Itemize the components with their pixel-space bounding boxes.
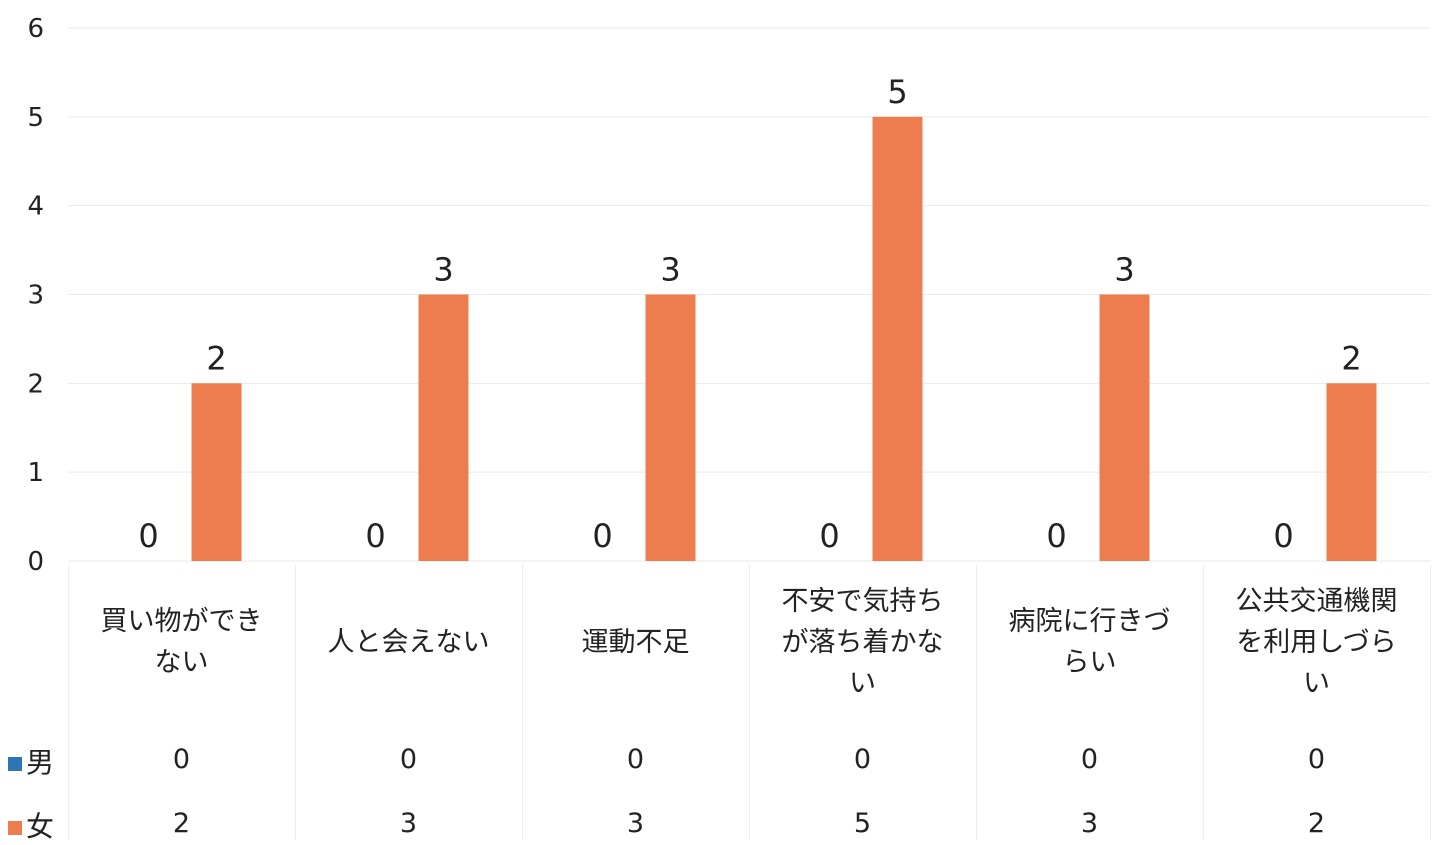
bar-female bbox=[418, 294, 469, 561]
y-tick-label: 5 bbox=[27, 103, 44, 133]
category-label-line: らい bbox=[1062, 647, 1117, 678]
data-label: 3 bbox=[1114, 251, 1134, 289]
data-label: 0 bbox=[365, 517, 385, 555]
table-divider bbox=[749, 565, 750, 840]
bar-female bbox=[1326, 383, 1377, 561]
legend-label: 男 bbox=[26, 746, 55, 779]
legend-swatch bbox=[8, 821, 22, 835]
bar-female bbox=[1099, 294, 1150, 561]
category-label-line: が落ち着かな bbox=[781, 626, 944, 658]
category-label-line: 不安で気持ち bbox=[781, 585, 944, 617]
category-label: 買い物ができ ない bbox=[68, 601, 295, 683]
category-label: 人と会えない bbox=[295, 622, 522, 663]
y-tick-label: 1 bbox=[27, 458, 44, 488]
table-divider bbox=[976, 565, 977, 840]
table-value: 0 bbox=[853, 744, 872, 775]
category-label: 公共交通機関 を利用しづらい bbox=[1203, 581, 1430, 704]
table-value: 0 bbox=[1080, 744, 1099, 775]
data-label: 0 bbox=[819, 517, 839, 555]
category-label-line: い bbox=[849, 667, 876, 699]
table-value: 3 bbox=[1080, 808, 1099, 839]
bar-female bbox=[645, 294, 696, 561]
legend-entry: 女 bbox=[8, 805, 54, 845]
table-value: 0 bbox=[399, 744, 418, 775]
category-label-line: い bbox=[1303, 667, 1330, 699]
table-value: 0 bbox=[1307, 744, 1326, 775]
data-label: 2 bbox=[206, 339, 226, 377]
bars bbox=[191, 116, 1377, 561]
data-label: 0 bbox=[592, 517, 612, 555]
category-label: 運動不足 bbox=[522, 622, 749, 663]
data-label: 5 bbox=[887, 73, 907, 111]
category-label-line: 運動不足 bbox=[581, 626, 690, 658]
data-label: 0 bbox=[1273, 517, 1293, 555]
category-label-line: 公共交通機関 bbox=[1235, 585, 1398, 617]
category-label-line: 買い物ができ bbox=[100, 606, 263, 637]
legend-swatch bbox=[8, 757, 22, 771]
y-tick-label: 3 bbox=[27, 281, 44, 311]
legend-label: 女 bbox=[26, 810, 55, 843]
category-label-line: を利用しづら bbox=[1236, 626, 1397, 658]
table-value: 3 bbox=[626, 808, 645, 839]
gridlines bbox=[68, 27, 1430, 562]
y-tick-label: 4 bbox=[27, 192, 44, 222]
data-label: 2 bbox=[1341, 339, 1361, 377]
bar-female bbox=[872, 116, 923, 561]
table-divider bbox=[1430, 565, 1431, 840]
y-tick-label: 6 bbox=[27, 14, 44, 44]
table-divider bbox=[295, 565, 296, 840]
table-divider bbox=[1203, 565, 1204, 840]
y-tick-label: 0 bbox=[27, 547, 44, 577]
y-tick-label: 2 bbox=[27, 369, 44, 399]
data-label: 0 bbox=[138, 517, 158, 555]
category-label-line: 人と会えない bbox=[327, 626, 490, 658]
table-divider bbox=[68, 565, 69, 840]
legend-entry: 男 bbox=[8, 741, 54, 781]
data-label: 3 bbox=[660, 251, 680, 289]
category-label-line: ない bbox=[154, 647, 209, 678]
data-label: 3 bbox=[433, 251, 453, 289]
table-value: 0 bbox=[172, 744, 191, 775]
table-divider bbox=[522, 565, 523, 840]
category-label: 病院に行きづ らい bbox=[976, 601, 1203, 683]
bar-female bbox=[191, 383, 242, 561]
data-label: 0 bbox=[1046, 517, 1066, 555]
table-value: 3 bbox=[399, 808, 418, 839]
table-value: 0 bbox=[626, 744, 645, 775]
table-value: 2 bbox=[1307, 808, 1326, 839]
category-label-line: 病院に行きづ bbox=[1008, 606, 1171, 637]
category-label: 不安で気持ち が落ち着かない bbox=[749, 581, 976, 704]
data-labels: 0 0 0 0 0 0 2 3 3 5 3 2 bbox=[138, 73, 1361, 555]
y-axis: 0 1 2 3 4 5 6 bbox=[27, 14, 44, 577]
table-value: 5 bbox=[853, 808, 872, 839]
table-value: 2 bbox=[172, 808, 191, 839]
